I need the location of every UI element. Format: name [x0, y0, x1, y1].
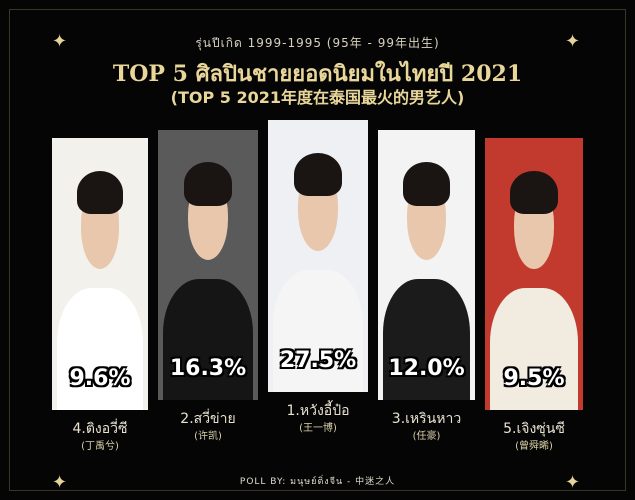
vote-percent: 9.6%: [69, 366, 131, 391]
artist-card: 12.0% 3.เหรินหาว (任豪): [378, 130, 475, 442]
vote-percent: 16.3%: [169, 356, 247, 381]
artist-photo: [378, 130, 475, 400]
page-title-chinese: (TOP 5 2021年度在泰国最火的男艺人): [170, 88, 465, 107]
artist-photo: [158, 130, 258, 400]
artist-name: 5.เจิงซุ่นซี: [503, 421, 565, 437]
artist-name-chinese: (曾舜晞): [515, 441, 553, 452]
artist-name: 4.ติงอวี่ซี: [72, 421, 128, 437]
sparkle-icon: ✦: [565, 31, 581, 52]
artist-name: 1.หวังอี้ป๋อ: [286, 403, 350, 419]
poll-credit: POLL BY: มนุษย์ติ่งจีน - 中迷之人: [239, 477, 396, 487]
sparkle-icon: ✦: [52, 472, 68, 493]
artist-photo: [52, 138, 148, 410]
artist-name-chinese: (丁禹兮): [81, 441, 119, 452]
sparkle-icon: ✦: [52, 31, 68, 52]
artist-card: 9.5% 5.เจิงซุ่นซี (曾舜晞): [485, 138, 583, 452]
artist-name: 2.สวี่ข่าย: [180, 411, 236, 427]
vote-percent: 27.5%: [279, 348, 357, 373]
artist-card: 16.3% 2.สวี่ข่าย (许凯): [158, 130, 258, 442]
artist-card: 9.6% 4.ติงอวี่ซี (丁禹兮): [52, 138, 148, 452]
artist-photo: [268, 120, 368, 392]
vote-percent: 9.5%: [503, 366, 565, 391]
vote-percent: 12.0%: [388, 356, 465, 381]
birth-year-subtitle: รุ่นปีเกิด 1999-1995 (95年 - 99年出生): [195, 36, 440, 50]
artist-name-chinese: (任豪): [412, 431, 441, 442]
page-title: TOP 5 ศิลปินชายยอดนิยมในไทยปี 2021: [112, 61, 523, 87]
artist-name-chinese: (许凯): [194, 431, 222, 442]
sparkle-icon: ✦: [565, 472, 581, 493]
artist-name: 3.เหรินหาว: [391, 411, 462, 427]
artist-photo: [485, 138, 583, 410]
artist-name-chinese: (王一博): [299, 423, 337, 434]
decorative-frame: [9, 9, 626, 491]
artist-card: 27.5% 1.หวังอี้ป๋อ (王一博): [268, 120, 368, 434]
